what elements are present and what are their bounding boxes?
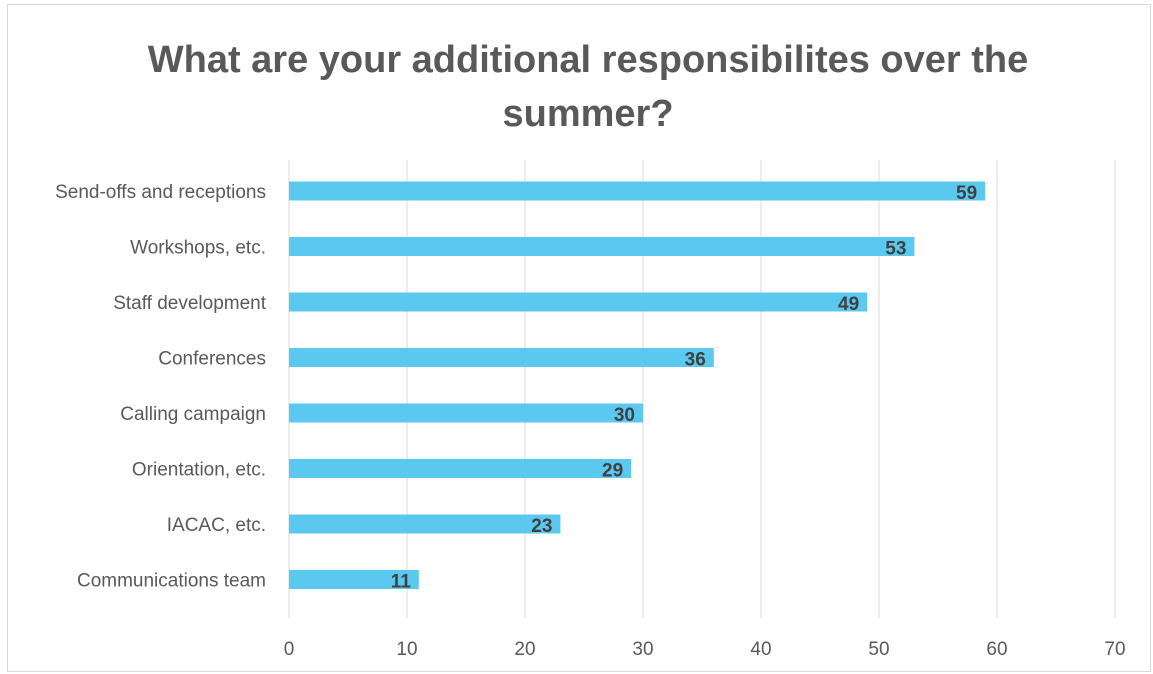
- data-label-3: 49: [838, 294, 859, 315]
- category-label-6: Orientation, etc.: [132, 460, 266, 481]
- bar-6: [289, 459, 632, 478]
- bar-8: [289, 570, 419, 589]
- bar-3: [289, 292, 868, 312]
- chart-frame: What are your additional responsibilites…: [7, 4, 1151, 672]
- category-label-8: Communications team: [77, 571, 266, 592]
- x-tick-label-10: 10: [396, 639, 417, 660]
- data-label-7: 23: [531, 516, 552, 537]
- x-tick-label-40: 40: [750, 639, 771, 660]
- data-label-5: 30: [614, 405, 635, 426]
- category-label-1: Send-offs and receptions: [55, 182, 266, 203]
- category-label-2: Workshops, etc.: [130, 238, 266, 259]
- x-tick-label-70: 70: [1104, 639, 1125, 660]
- bar-5: [289, 403, 643, 423]
- data-label-2: 53: [885, 239, 906, 260]
- data-label-6: 29: [602, 461, 623, 482]
- bar-4: [289, 348, 714, 367]
- data-label-4: 36: [685, 350, 706, 371]
- category-label-4: Conferences: [158, 349, 266, 370]
- x-tick-label-60: 60: [986, 639, 1007, 660]
- category-label-3: Staff development: [113, 293, 267, 314]
- x-tick-label-30: 30: [632, 639, 653, 660]
- chart-title: What are your additional responsibilites…: [147, 39, 1029, 135]
- data-label-1: 59: [956, 183, 977, 204]
- data-label-8: 11: [391, 572, 412, 593]
- category-label-7: IACAC, etc.: [167, 515, 266, 536]
- x-tick-label-50: 50: [868, 639, 889, 660]
- bar-7: [289, 514, 561, 534]
- x-tick-label-20: 20: [514, 639, 535, 660]
- category-label-5: Calling campaign: [120, 404, 266, 425]
- bar-1: [289, 181, 986, 201]
- x-tick-label-0: 0: [284, 639, 295, 660]
- bar-2: [289, 237, 915, 256]
